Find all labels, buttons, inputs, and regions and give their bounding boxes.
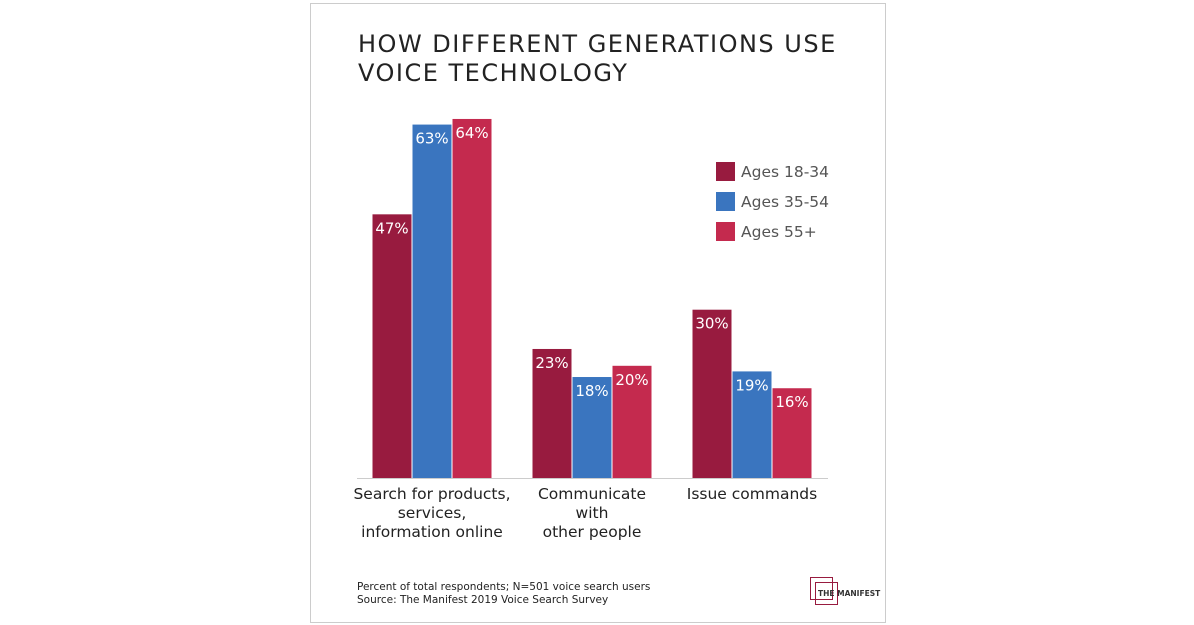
value-label: 16%	[775, 393, 808, 411]
logo-text: THE MANIFEST	[818, 589, 881, 598]
chart-title: HOW DIFFERENT GENERATIONS USE VOICE TECH…	[358, 30, 837, 87]
legend-swatch	[716, 192, 735, 211]
note: Percent of total respondents; N=501 voic…	[357, 581, 651, 593]
x-tick-label: Issue commands	[686, 485, 818, 503]
x-tick-label: Communicate with other people	[537, 485, 647, 541]
bar	[772, 388, 812, 478]
value-label: 63%	[415, 130, 448, 148]
legend-swatch	[716, 222, 735, 241]
value-label: 64%	[455, 124, 488, 142]
bar	[452, 118, 492, 479]
logo: THE MANIFEST	[810, 577, 881, 605]
logo-square	[810, 577, 833, 600]
logo-square	[815, 582, 838, 605]
value-label: 20%	[615, 371, 648, 389]
legend-label: Ages 35-54	[741, 193, 829, 211]
source: Source: The Manifest 2019 Voice Search S…	[357, 594, 609, 606]
x-tick-label: Search for products, services, informati…	[353, 485, 511, 541]
legend-swatch	[716, 162, 735, 181]
value-label: 23%	[535, 354, 568, 372]
bar	[532, 348, 572, 478]
bar	[572, 377, 612, 478]
bar	[732, 371, 772, 478]
value-label: 19%	[735, 376, 768, 394]
bar	[372, 214, 412, 478]
legend-label: Ages 18-34	[741, 163, 829, 181]
legend-label: Ages 55+	[741, 223, 817, 241]
bar	[692, 309, 732, 478]
value-label: 47%	[375, 219, 408, 237]
value-label: 30%	[695, 315, 728, 333]
bar	[612, 365, 652, 478]
bar	[412, 124, 452, 478]
value-label: 18%	[575, 382, 608, 400]
